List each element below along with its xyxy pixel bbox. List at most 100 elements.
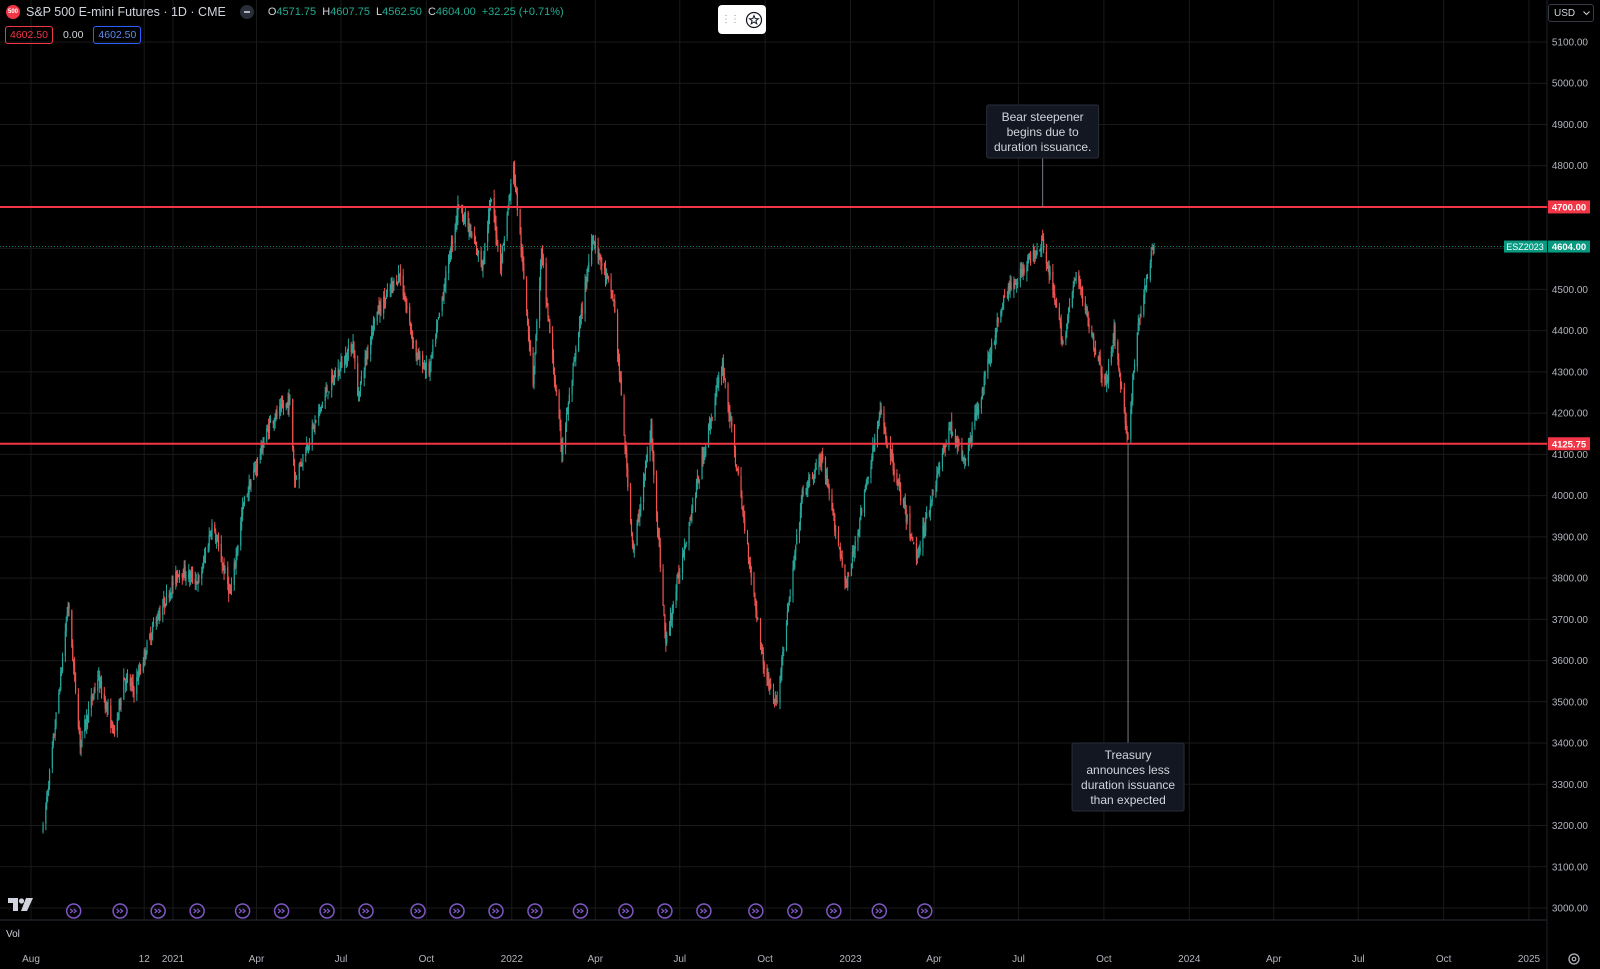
candle-body [618, 356, 621, 375]
drag-handle-icon[interactable]: ⋮⋮ [721, 14, 740, 25]
candle-body [870, 466, 872, 479]
candle-body [502, 244, 505, 246]
event-marker-icon[interactable] [657, 903, 673, 919]
event-marker-icon[interactable] [65, 903, 82, 919]
candle [250, 478, 252, 493]
candle-body [637, 517, 639, 523]
candle-body [67, 604, 69, 614]
candle [341, 355, 343, 368]
event-marker-icon[interactable] [112, 903, 128, 919]
settings-gear-icon[interactable] [1567, 952, 1581, 966]
candle [568, 387, 570, 405]
candle-body [749, 561, 751, 569]
candle-body [458, 205, 460, 207]
event-marker-icon[interactable] [488, 903, 504, 919]
symbol-title[interactable]: S&P 500 E-mini Futures · 1D · CME [26, 5, 226, 19]
candle [656, 511, 659, 538]
candle [158, 607, 160, 625]
event-marker-icon[interactable] [826, 903, 842, 919]
candle-body [120, 699, 122, 707]
candle [281, 395, 284, 409]
event-marker-icon[interactable] [748, 903, 764, 919]
event-marker-icon[interactable] [319, 903, 335, 919]
candle [837, 526, 840, 547]
event-arrows [193, 908, 201, 914]
candle [528, 326, 531, 352]
candle [497, 239, 499, 252]
sell-button[interactable]: 4602.50 [5, 26, 53, 44]
event-marker-icon[interactable] [410, 903, 426, 919]
candle [761, 644, 763, 655]
event-marker-icon[interactable] [696, 903, 712, 919]
buy-button[interactable]: 4602.50 [93, 26, 142, 44]
candle [714, 393, 716, 421]
candle-body [715, 390, 717, 401]
candle [697, 475, 699, 484]
market-status-icon[interactable] [239, 5, 254, 19]
candle-body [554, 380, 556, 390]
candle-body [65, 621, 67, 631]
candle-body [74, 672, 77, 692]
candle-body [795, 545, 797, 553]
currency-selector[interactable]: USD [1548, 4, 1594, 22]
candle-body [184, 565, 186, 578]
candle-body [287, 401, 289, 409]
candle [386, 283, 388, 297]
candle [730, 411, 732, 422]
candle-body [555, 390, 557, 392]
drawing-toolbar[interactable]: ⋮⋮ [718, 5, 766, 34]
event-marker-icon[interactable] [787, 903, 803, 919]
event-marker-icon[interactable] [449, 903, 465, 919]
candle [280, 395, 283, 413]
candle-body [172, 581, 174, 586]
event-circle [112, 903, 128, 919]
symbol-logo-icon[interactable]: 500 [6, 5, 20, 19]
event-marker-icon[interactable] [273, 903, 290, 919]
candle [371, 325, 374, 340]
candle-body [1049, 271, 1051, 277]
candle-body [91, 695, 93, 699]
candle-body [138, 670, 140, 679]
candle-body [332, 374, 334, 378]
event-marker-icon[interactable] [358, 903, 374, 919]
candle [1078, 270, 1080, 290]
candle-body [581, 310, 583, 313]
candle [809, 474, 811, 487]
event-marker-icon[interactable] [572, 903, 589, 919]
candle [838, 546, 840, 550]
candle-body [112, 726, 115, 733]
candle-body [668, 627, 671, 636]
candle-body [902, 499, 905, 504]
event-marker-icon[interactable] [871, 903, 888, 919]
candle [370, 335, 372, 362]
candle-body [990, 353, 992, 364]
event-marker-icon[interactable] [234, 903, 251, 919]
candle-body [878, 416, 880, 421]
event-marker-icon[interactable] [527, 903, 543, 919]
candle-body [633, 546, 635, 550]
candle [435, 319, 438, 340]
event-marker-icon[interactable] [150, 903, 166, 919]
candle-body [267, 428, 269, 431]
candle-body [386, 290, 388, 293]
tradingview-logo-icon[interactable] [8, 898, 34, 912]
candle [1072, 281, 1074, 299]
candle [627, 463, 629, 491]
candle-body [454, 226, 456, 244]
x-tick-label: 2024 [1178, 954, 1201, 965]
candle-body [332, 379, 335, 381]
candle [1087, 310, 1089, 327]
candle-body [208, 535, 210, 546]
candle-body [625, 448, 627, 453]
candle [1080, 279, 1082, 296]
candle [904, 493, 906, 515]
event-circle [826, 903, 842, 919]
event-marker-icon[interactable] [189, 903, 205, 919]
favorite-star-icon[interactable] [745, 11, 763, 29]
event-marker-icon[interactable] [917, 903, 933, 919]
candle-body [243, 496, 246, 505]
candle-body [787, 605, 789, 611]
candle [974, 404, 976, 430]
event-marker-icon[interactable] [618, 903, 634, 919]
